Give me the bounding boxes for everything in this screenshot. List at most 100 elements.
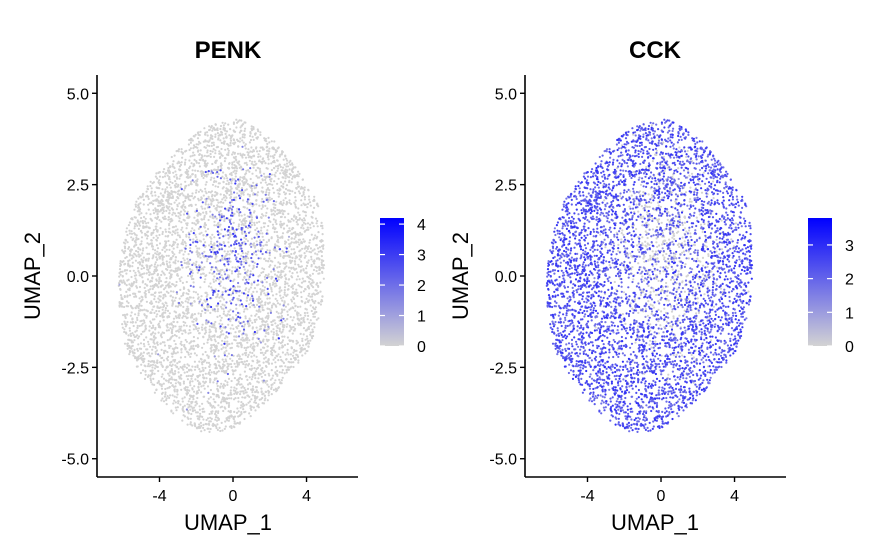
data-point xyxy=(238,163,241,166)
data-point xyxy=(237,363,240,366)
data-point xyxy=(147,340,150,343)
data-point xyxy=(254,147,258,150)
data-point xyxy=(301,194,304,198)
data-point xyxy=(160,356,163,360)
data-point xyxy=(267,136,270,139)
data-point xyxy=(175,173,178,176)
data-point xyxy=(210,266,213,269)
data-point xyxy=(131,344,134,347)
data-point xyxy=(212,334,215,338)
data-point xyxy=(293,201,296,204)
data-point xyxy=(282,199,285,202)
data-point xyxy=(168,205,171,208)
data-point xyxy=(313,206,316,209)
data-point xyxy=(184,346,187,349)
data-point xyxy=(287,235,291,238)
data-point xyxy=(279,236,282,239)
data-point xyxy=(279,200,282,203)
data-point xyxy=(154,207,157,210)
data-point xyxy=(313,198,316,201)
data-point xyxy=(238,140,241,143)
data-point xyxy=(285,325,288,328)
data-point xyxy=(288,229,291,232)
data-point xyxy=(275,354,278,357)
data-point xyxy=(168,396,171,399)
data-point xyxy=(141,249,144,252)
data-point xyxy=(133,245,136,248)
data-point xyxy=(235,169,238,173)
data-point xyxy=(294,203,297,206)
data-point xyxy=(211,183,215,186)
data-point xyxy=(295,267,298,270)
data-point xyxy=(234,397,237,400)
data-point xyxy=(170,217,173,220)
data-point xyxy=(234,130,237,133)
data-point xyxy=(229,363,233,366)
data-point xyxy=(241,252,244,255)
data-point xyxy=(268,254,271,257)
data-point xyxy=(271,155,274,158)
data-point xyxy=(212,143,215,147)
data-point xyxy=(142,266,145,270)
data-point xyxy=(206,427,209,430)
data-point xyxy=(264,335,267,338)
data-point xyxy=(231,290,235,293)
data-point xyxy=(249,415,252,418)
data-point xyxy=(233,362,236,365)
data-point xyxy=(158,233,161,237)
data-point xyxy=(169,295,172,298)
data-point xyxy=(172,324,175,328)
data-point xyxy=(169,269,172,272)
data-point xyxy=(184,199,187,202)
data-point xyxy=(123,328,126,331)
data-point xyxy=(238,289,241,292)
data-point xyxy=(243,144,247,147)
data-point xyxy=(151,244,154,247)
data-point xyxy=(270,386,273,389)
data-point xyxy=(305,335,309,338)
data-point xyxy=(249,319,252,322)
data-point xyxy=(199,421,202,424)
data-point xyxy=(303,186,306,189)
data-point xyxy=(164,286,167,289)
data-point xyxy=(233,335,236,338)
data-point xyxy=(305,297,308,300)
data-point xyxy=(210,176,213,179)
data-point xyxy=(235,258,238,261)
data-point xyxy=(296,341,299,344)
data-point xyxy=(190,347,193,350)
data-point xyxy=(299,233,302,236)
data-point xyxy=(223,270,226,273)
data-point xyxy=(236,285,239,288)
data-point xyxy=(292,365,295,369)
data-point xyxy=(200,326,203,329)
data-point xyxy=(154,352,157,355)
data-point xyxy=(209,137,212,140)
data-point xyxy=(204,223,207,227)
data-point xyxy=(231,163,234,166)
data-point xyxy=(214,320,217,324)
data-point xyxy=(214,135,217,138)
data-point xyxy=(176,234,180,237)
data-point xyxy=(281,232,285,235)
data-point xyxy=(157,331,160,334)
data-point xyxy=(138,304,141,307)
data-point xyxy=(198,418,201,421)
data-point xyxy=(232,142,235,145)
data-point xyxy=(201,415,204,418)
data-point xyxy=(163,341,166,344)
data-point xyxy=(221,339,224,342)
data-point xyxy=(155,266,158,269)
data-point xyxy=(125,272,128,275)
data-point xyxy=(170,245,174,248)
data-point xyxy=(130,217,133,220)
data-point xyxy=(184,388,187,392)
data-point xyxy=(175,366,178,369)
data-point xyxy=(246,269,249,272)
data-point xyxy=(283,216,287,219)
data-point xyxy=(243,236,246,239)
data-point xyxy=(202,254,205,258)
data-point xyxy=(245,333,248,336)
data-point xyxy=(138,263,142,266)
data-point xyxy=(190,412,193,416)
